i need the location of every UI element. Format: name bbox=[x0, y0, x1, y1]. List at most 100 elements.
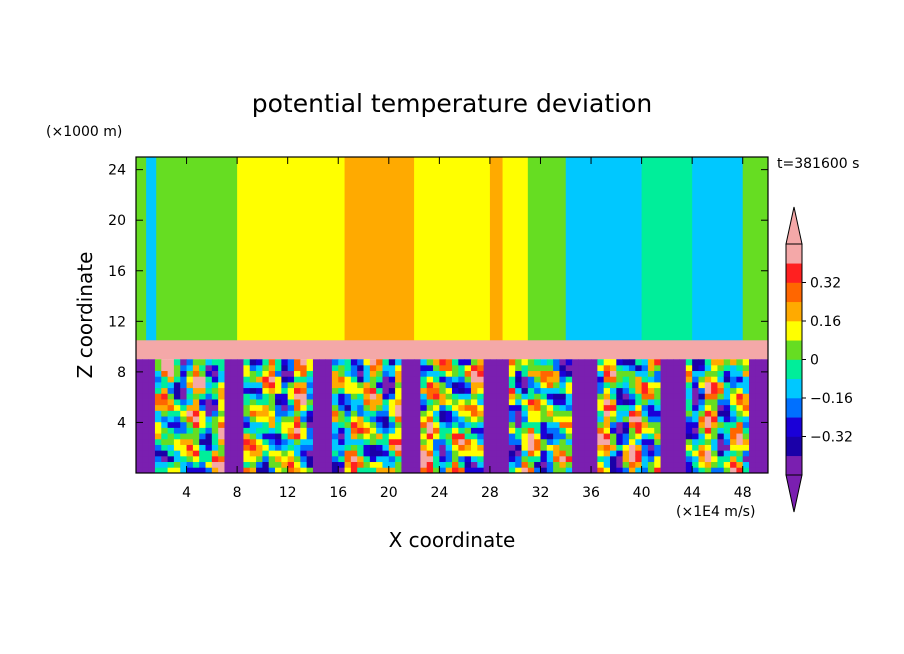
heatmap-cell bbox=[218, 461, 225, 468]
heatmap-cell bbox=[647, 359, 655, 366]
heatmap-cell bbox=[350, 399, 358, 406]
heatmap-cell bbox=[704, 370, 712, 377]
heatmap-cell bbox=[433, 370, 440, 377]
heatmap-cell bbox=[572, 359, 579, 366]
heatmap-cell bbox=[685, 399, 693, 406]
heatmap-cell bbox=[376, 450, 383, 457]
heatmap-cell bbox=[458, 410, 466, 417]
heatmap-cell bbox=[136, 450, 143, 457]
colorbar-box bbox=[786, 455, 802, 476]
heatmap-cell bbox=[730, 427, 737, 434]
heatmap-cell bbox=[344, 387, 352, 394]
heatmap-cell bbox=[344, 404, 352, 411]
heatmap-cell bbox=[249, 427, 257, 434]
heatmap-cell bbox=[711, 404, 718, 411]
heatmap-cell bbox=[654, 467, 661, 473]
heatmap-cell bbox=[723, 387, 731, 394]
heatmap-cell bbox=[395, 387, 402, 394]
heatmap-cell bbox=[142, 467, 150, 473]
heatmap-cell bbox=[369, 370, 377, 377]
heatmap-cell bbox=[237, 370, 244, 377]
heatmap-cell bbox=[205, 404, 213, 411]
heatmap-cell bbox=[572, 381, 579, 389]
heatmap-cell bbox=[578, 461, 586, 468]
heatmap-cell bbox=[281, 416, 289, 423]
heatmap-cell bbox=[325, 455, 333, 463]
heatmap-cell bbox=[357, 410, 364, 417]
heatmap-cell bbox=[357, 433, 364, 440]
heatmap-cell bbox=[249, 444, 257, 451]
heatmap-cell bbox=[572, 404, 579, 411]
heatmap-cell bbox=[736, 393, 744, 400]
heatmap-cell bbox=[325, 410, 333, 417]
heatmap-cell bbox=[211, 404, 219, 411]
heatmap-cell bbox=[685, 427, 693, 434]
heatmap-cell bbox=[508, 410, 516, 417]
heatmap-cell bbox=[395, 444, 402, 451]
heatmap-cell bbox=[628, 467, 636, 473]
heatmap-cell bbox=[540, 387, 548, 394]
heatmap-cell bbox=[439, 433, 447, 440]
heatmap-cell bbox=[559, 421, 567, 428]
colorbar-box bbox=[786, 398, 802, 418]
heatmap-cell bbox=[761, 444, 768, 451]
heatmap-cell bbox=[704, 438, 712, 445]
heatmap-cell bbox=[749, 455, 756, 463]
heatmap-cell bbox=[559, 404, 567, 411]
heatmap-cell bbox=[218, 421, 225, 428]
heatmap-cell bbox=[256, 427, 263, 434]
heatmap-cell bbox=[249, 455, 257, 463]
heatmap-cell bbox=[312, 359, 320, 366]
heatmap-cell bbox=[319, 461, 326, 468]
heatmap-cell bbox=[647, 364, 655, 372]
heatmap-cell bbox=[256, 364, 263, 372]
heatmap-cell bbox=[565, 404, 573, 411]
heatmap-cell bbox=[414, 387, 421, 394]
heatmap-cell bbox=[749, 393, 756, 400]
heatmap-cell bbox=[186, 387, 194, 394]
heatmap-cell bbox=[470, 364, 478, 372]
heatmap-cell bbox=[628, 359, 636, 366]
heatmap-cell bbox=[603, 427, 611, 434]
heatmap-cell bbox=[294, 433, 301, 440]
heatmap-cell bbox=[489, 421, 497, 428]
heatmap-cell bbox=[325, 416, 333, 423]
heatmap-cell bbox=[136, 427, 143, 434]
heatmap-cell bbox=[331, 421, 339, 428]
heatmap-cell bbox=[679, 410, 687, 417]
heatmap-cell bbox=[154, 410, 162, 417]
heatmap-cell bbox=[464, 450, 472, 457]
heatmap-cell bbox=[211, 399, 219, 406]
heatmap-cell bbox=[382, 427, 390, 434]
heatmap-cell bbox=[199, 404, 206, 411]
heatmap-cell bbox=[357, 370, 364, 377]
heatmap-cell bbox=[584, 370, 592, 377]
heatmap-cell bbox=[230, 404, 238, 411]
heatmap-cell bbox=[616, 399, 624, 406]
x-unit-label: (×1E4 m/s) bbox=[676, 504, 755, 520]
heatmap-cell bbox=[483, 404, 491, 411]
heatmap-cell bbox=[331, 364, 339, 372]
heatmap-cell bbox=[685, 370, 693, 377]
heatmap-cell bbox=[154, 376, 162, 383]
heatmap-cell bbox=[186, 399, 194, 406]
heatmap-cell bbox=[464, 433, 472, 440]
heatmap-cell bbox=[654, 450, 661, 457]
heatmap-cell bbox=[584, 461, 592, 468]
heatmap-cell bbox=[673, 455, 680, 463]
heatmap-cell bbox=[331, 376, 339, 383]
heatmap-cell bbox=[338, 393, 345, 400]
heatmap-cell bbox=[420, 370, 428, 377]
heatmap-cell bbox=[199, 461, 206, 468]
heatmap-cell bbox=[452, 399, 459, 406]
heatmap-cell bbox=[167, 381, 175, 389]
heatmap-cell bbox=[180, 370, 187, 377]
heatmap-cell bbox=[654, 359, 661, 366]
heatmap-cell bbox=[534, 416, 541, 423]
heatmap-cell bbox=[540, 359, 548, 366]
heatmap-cell bbox=[306, 399, 314, 406]
heatmap-cell bbox=[452, 387, 459, 394]
heatmap-cell bbox=[363, 410, 371, 417]
heatmap-cell bbox=[742, 381, 750, 389]
heatmap-cell bbox=[395, 399, 402, 406]
